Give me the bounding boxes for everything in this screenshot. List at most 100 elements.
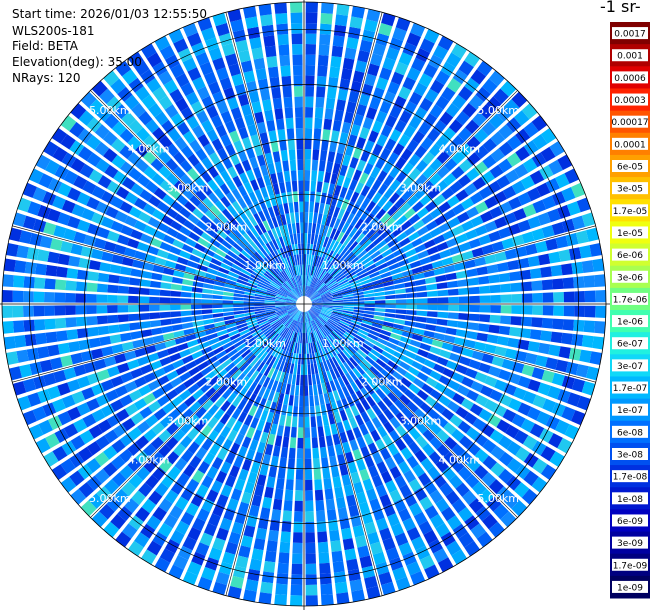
beta-bin <box>348 91 360 104</box>
beta-bin <box>276 324 285 334</box>
beta-bin <box>541 317 554 329</box>
beta-bin <box>260 409 269 422</box>
beta-bin <box>317 541 329 554</box>
beta-bin <box>429 422 442 436</box>
beta-bin <box>488 521 505 538</box>
beta-bin <box>456 211 470 224</box>
beta-bin <box>19 230 33 244</box>
beta-bin <box>486 264 499 274</box>
beta-bin <box>416 389 429 401</box>
beta-bin <box>354 181 365 194</box>
beta-bin <box>372 345 384 354</box>
beta-bin <box>314 107 324 119</box>
colorbar-tick-label: 1e-08 <box>617 495 643 505</box>
beta-bin <box>318 552 330 564</box>
beta-bin <box>12 305 24 318</box>
beta-bin <box>151 327 163 336</box>
beta-bin <box>103 241 117 252</box>
beta-bin <box>297 311 302 322</box>
beta-bin <box>171 324 183 332</box>
beta-bin <box>411 57 426 72</box>
beta-bin <box>222 43 236 57</box>
beta-bin <box>286 256 292 267</box>
beta-bin <box>174 457 188 472</box>
beta-bin <box>553 305 564 316</box>
beta-bin <box>293 511 303 522</box>
beta-bin <box>542 195 556 210</box>
beta-bin <box>310 254 315 266</box>
beta-bin <box>541 225 555 238</box>
beta-bin <box>86 117 102 133</box>
beta-bin <box>535 355 548 368</box>
beta-bin <box>225 474 237 488</box>
beta-bin <box>475 86 491 102</box>
beta-bin <box>455 482 470 497</box>
beta-bin <box>71 203 86 217</box>
beta-bin <box>382 537 396 551</box>
beta-bin <box>466 206 479 219</box>
beta-bin <box>12 212 27 227</box>
beta-bin <box>185 502 199 517</box>
beta-bin <box>215 22 230 37</box>
beta-bin <box>261 571 275 584</box>
beta-bin <box>54 279 67 291</box>
beta-bin <box>197 134 210 147</box>
beta-bin <box>60 458 76 474</box>
beta-bin <box>264 304 275 306</box>
beta-bin <box>458 60 474 76</box>
beta-bin <box>187 67 202 81</box>
beta-bin <box>329 455 338 468</box>
beta-bin <box>433 234 446 245</box>
beta-bin <box>434 214 447 226</box>
beta-bin <box>346 383 355 395</box>
beta-bin <box>339 431 348 444</box>
beta-bin <box>240 331 252 340</box>
beta-bin <box>279 326 287 336</box>
beta-bin <box>13 320 25 333</box>
beta-bin <box>334 109 344 122</box>
beta-bin <box>401 331 413 339</box>
beta-bin <box>174 336 187 345</box>
beta-bin <box>299 285 303 297</box>
beta-bin <box>275 306 286 309</box>
beta-bin <box>197 461 210 474</box>
beta-bin <box>314 489 324 501</box>
beta-bin <box>413 272 425 280</box>
beta-bin <box>503 493 520 509</box>
beta-bin <box>355 390 365 402</box>
beta-bin <box>384 138 397 152</box>
beta-bin <box>208 221 220 233</box>
beta-bin <box>235 372 246 384</box>
beta-bin <box>146 352 159 363</box>
beta-bin <box>13 275 25 288</box>
beta-bin <box>284 489 294 501</box>
beta-bin <box>205 387 217 399</box>
beta-bin <box>103 148 118 163</box>
beta-bin <box>136 127 151 142</box>
beta-bin <box>339 164 348 177</box>
beta-bin <box>158 165 172 179</box>
beta-bin <box>138 482 153 497</box>
beta-bin <box>226 416 237 429</box>
beta-bin <box>234 316 246 322</box>
beta-bin <box>176 121 190 136</box>
beta-bin <box>174 136 188 151</box>
beta-bin <box>595 305 606 318</box>
beta-bin <box>322 301 333 303</box>
beta-bin <box>375 157 386 170</box>
beta-bin <box>305 542 316 554</box>
beta-bin <box>237 399 247 411</box>
beta-bin <box>315 96 325 108</box>
beta-bin <box>81 387 95 400</box>
beta-bin <box>195 269 207 277</box>
beta-bin <box>356 159 367 172</box>
beta-bin <box>44 292 55 303</box>
beta-bin <box>380 470 393 484</box>
beta-bin <box>67 379 81 392</box>
beta-bin <box>317 316 326 325</box>
beta-bin <box>498 451 514 467</box>
beta-bin <box>224 376 235 388</box>
beta-bin <box>264 305 276 308</box>
beta-bin <box>75 305 87 315</box>
beta-bin <box>429 227 442 238</box>
